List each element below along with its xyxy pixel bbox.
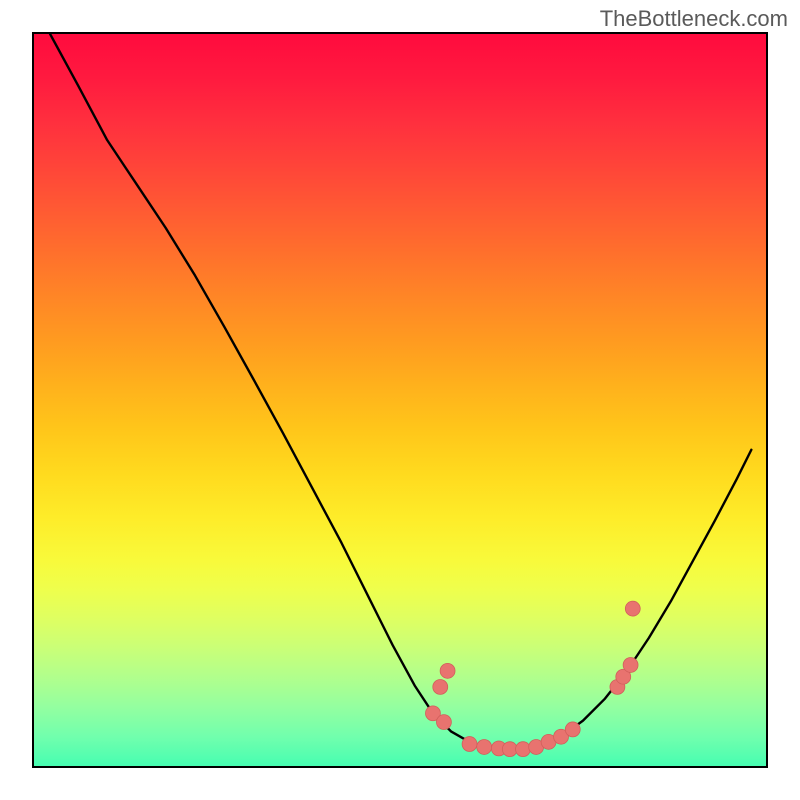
data-marker [625,601,640,616]
data-marker [440,663,455,678]
bottleneck-curve [50,34,751,750]
data-marker [623,658,638,673]
watermark-text: TheBottleneck.com [600,6,788,32]
chart-container: TheBottleneck.com [0,0,800,800]
data-marker [462,737,477,752]
data-marker [436,715,451,730]
data-marker [477,740,492,755]
data-marker [502,742,517,757]
data-marker [516,742,531,757]
data-marker [565,722,580,737]
data-markers [425,601,640,756]
curve-layer [34,34,766,766]
plot-area [32,32,768,768]
data-marker [433,679,448,694]
